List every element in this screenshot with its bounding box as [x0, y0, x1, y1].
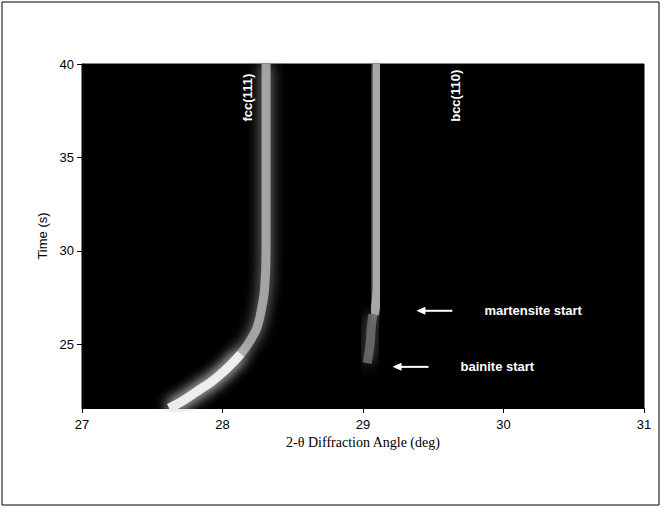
svg-text:25: 25 [60, 337, 74, 352]
svg-text:27: 27 [75, 417, 89, 432]
svg-text:bainite start: bainite start [461, 359, 535, 374]
svg-text:Time (s): Time (s) [35, 212, 50, 259]
svg-text:martensite start: martensite start [484, 303, 582, 318]
svg-text:fcc(111): fcc(111) [240, 74, 255, 122]
svg-text:28: 28 [215, 417, 229, 432]
svg-text:30: 30 [496, 417, 510, 432]
svg-text:bcc(110): bcc(110) [448, 70, 463, 122]
svg-text:30: 30 [60, 243, 74, 258]
svg-text:35: 35 [60, 150, 74, 165]
svg-text:40: 40 [60, 57, 74, 72]
svg-text:29: 29 [356, 417, 370, 432]
svg-text:2-θ Diffraction Angle (deg): 2-θ Diffraction Angle (deg) [286, 435, 440, 451]
svg-text:31: 31 [637, 417, 651, 432]
